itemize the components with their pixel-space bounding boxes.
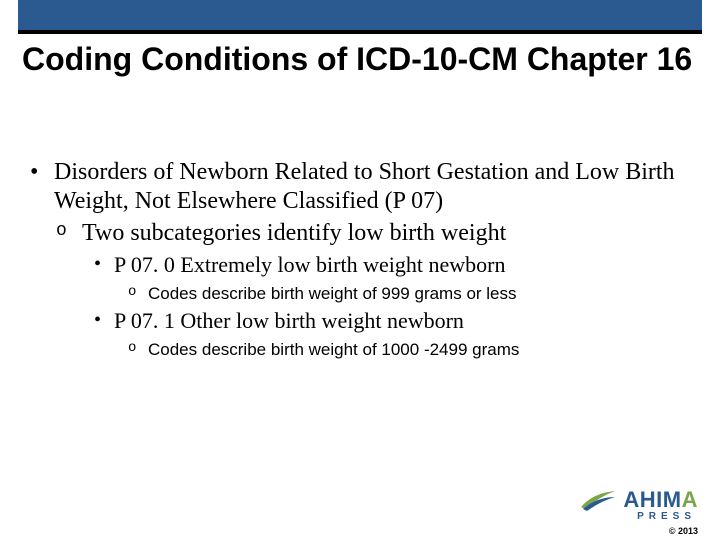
bullet-level3-a: P 07. 0 Extremely low birth weight newbo… <box>90 252 694 279</box>
copyright-text: © 2013 <box>669 526 698 536</box>
bullet-level4-a: Codes describe birth weight of 999 grams… <box>126 283 694 304</box>
content-region: Disorders of Newborn Related to Short Ge… <box>26 158 694 362</box>
logo-text-blue: AHIM <box>623 487 681 512</box>
header-rule <box>18 30 702 34</box>
bullet-level4-b: Codes describe birth weight of 1000 -249… <box>126 339 694 360</box>
slide: Coding Conditions of ICD-10-CM Chapter 1… <box>0 0 720 540</box>
logo-text: AHIMA <box>623 487 698 513</box>
ahima-logo: AHIMA <box>579 487 698 513</box>
logo-block: AHIMA PRESS <box>579 487 698 522</box>
bullet-level3-b: P 07. 1 Other low birth weight newborn <box>90 308 694 335</box>
logo-text-green: A <box>682 487 698 512</box>
bullet-level2: Two subcategories identify low birth wei… <box>54 219 694 248</box>
swoosh-icon <box>579 487 617 513</box>
bullet-level1: Disorders of Newborn Related to Short Ge… <box>26 158 694 217</box>
header-bar <box>18 0 702 30</box>
slide-title: Coding Conditions of ICD-10-CM Chapter 1… <box>22 42 698 78</box>
